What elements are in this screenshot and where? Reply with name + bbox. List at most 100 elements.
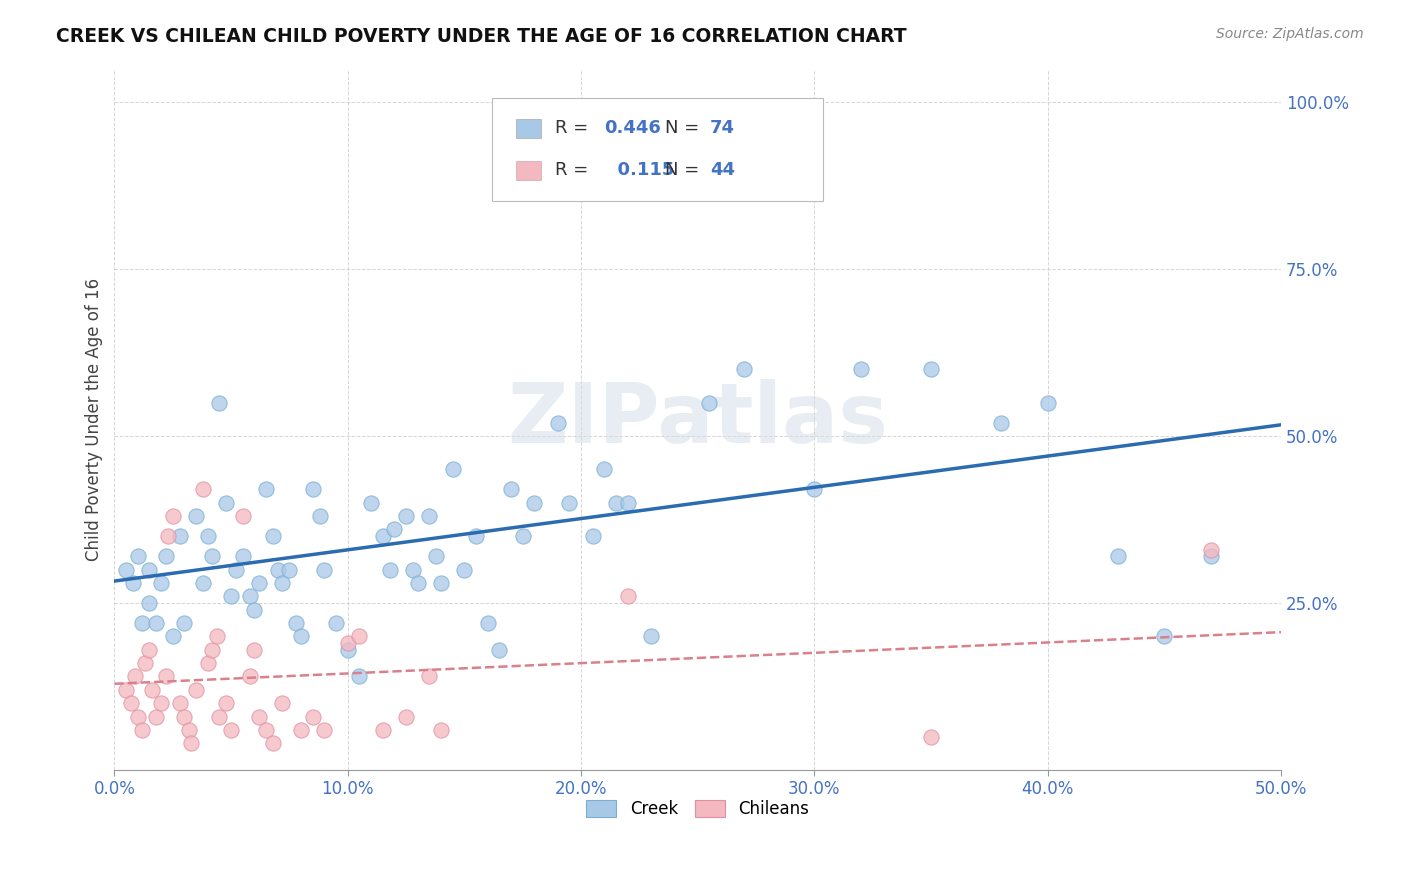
Text: N =: N = [665, 120, 704, 137]
Point [371, 529, 394, 543]
Point [127, 709, 149, 723]
Legend: Creek, Chileans: Creek, Chileans [579, 793, 815, 825]
Point [271, 696, 294, 710]
Point [301, 483, 323, 497]
Point [686, 175, 709, 189]
Point [499, 483, 522, 497]
Point [124, 669, 146, 683]
Text: N =: N = [665, 161, 704, 179]
Point [547, 416, 569, 430]
Point [616, 496, 638, 510]
Point [512, 529, 534, 543]
Point [430, 723, 453, 737]
Point [208, 395, 231, 409]
Point [593, 462, 616, 476]
Point [247, 576, 270, 591]
Point [239, 669, 262, 683]
Point [301, 709, 323, 723]
Point [162, 629, 184, 643]
Point [145, 709, 167, 723]
Point [247, 709, 270, 723]
Point [184, 682, 207, 697]
Point [349, 669, 371, 683]
Point [325, 615, 347, 630]
Point [920, 730, 942, 744]
Text: 74: 74 [710, 120, 735, 137]
Point [308, 509, 330, 524]
Point [920, 362, 942, 376]
Point [239, 589, 262, 603]
Point [215, 496, 238, 510]
Point [605, 496, 627, 510]
Point [1199, 549, 1222, 564]
Point [162, 509, 184, 524]
Point [197, 656, 219, 670]
Text: ZIPatlas: ZIPatlas [508, 379, 889, 459]
Point [402, 563, 425, 577]
Point [849, 362, 872, 376]
Point [155, 669, 177, 683]
Point [254, 723, 277, 737]
Point [262, 529, 284, 543]
Point [131, 723, 153, 737]
Point [243, 602, 266, 616]
Point [201, 642, 224, 657]
Text: 44: 44 [710, 161, 735, 179]
Point [418, 509, 440, 524]
Point [219, 589, 242, 603]
Point [127, 549, 149, 564]
Point [157, 529, 180, 543]
Y-axis label: Child Poverty Under the Age of 16: Child Poverty Under the Age of 16 [86, 277, 103, 561]
Point [191, 576, 214, 591]
Point [1153, 629, 1175, 643]
Point [425, 549, 447, 564]
Point [430, 576, 453, 591]
Point [336, 642, 359, 657]
Text: R =: R = [555, 120, 595, 137]
Point [360, 496, 382, 510]
Point [699, 395, 721, 409]
Point [120, 696, 142, 710]
Point [262, 736, 284, 750]
Point [138, 642, 160, 657]
Point [141, 682, 163, 697]
Point [640, 629, 662, 643]
Point [219, 723, 242, 737]
Point [197, 529, 219, 543]
Point [582, 529, 605, 543]
Point [122, 576, 145, 591]
Point [406, 576, 429, 591]
Point [232, 509, 254, 524]
Point [215, 696, 238, 710]
Point [191, 483, 214, 497]
Point [232, 549, 254, 564]
Point [115, 682, 138, 697]
Point [278, 563, 301, 577]
Point [138, 596, 160, 610]
Point [138, 563, 160, 577]
Point [225, 563, 247, 577]
Point [733, 362, 755, 376]
Point [173, 709, 195, 723]
Point [371, 723, 394, 737]
Point [378, 563, 401, 577]
Point [205, 629, 228, 643]
Text: CREEK VS CHILEAN CHILD POVERTY UNDER THE AGE OF 16 CORRELATION CHART: CREEK VS CHILEAN CHILD POVERTY UNDER THE… [56, 27, 907, 45]
Point [173, 615, 195, 630]
Point [314, 563, 336, 577]
Point [314, 723, 336, 737]
Point [382, 523, 405, 537]
Point [267, 563, 290, 577]
Point [441, 462, 464, 476]
Point [150, 696, 173, 710]
Point [169, 696, 191, 710]
Point [271, 576, 294, 591]
Point [201, 549, 224, 564]
Point [418, 669, 440, 683]
Point [155, 549, 177, 564]
Point [150, 576, 173, 591]
Point [184, 509, 207, 524]
Point [177, 723, 200, 737]
Point [395, 709, 418, 723]
Text: R =: R = [555, 161, 595, 179]
